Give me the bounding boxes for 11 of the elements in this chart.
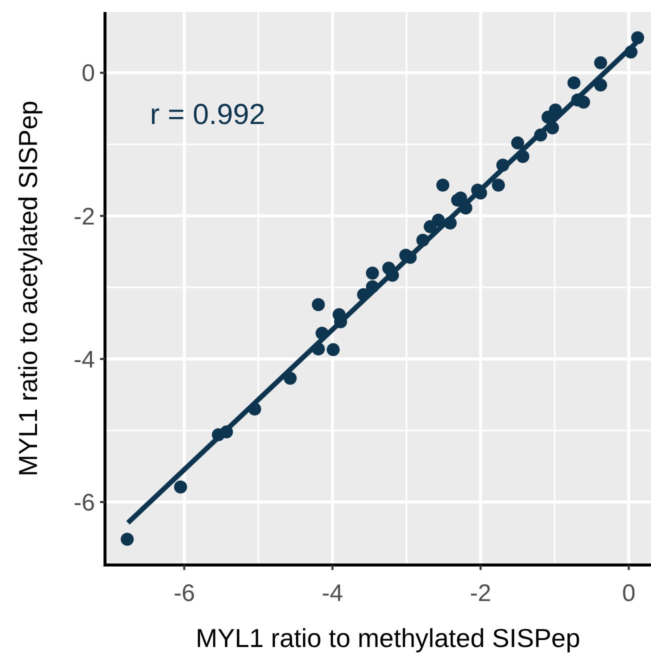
y-tick-label: 0	[82, 60, 95, 88]
x-axis-title: MYL1 ratio to methylated SISPep	[196, 623, 580, 653]
x-tick-label: -6	[174, 580, 195, 607]
x-tick-label: -2	[470, 580, 492, 607]
y-tick-label: -4	[74, 346, 95, 374]
y-tick-label: -2	[74, 203, 95, 230]
x-tick-label: -4	[322, 580, 344, 607]
x-tick-label: 0	[622, 580, 636, 607]
y-tick-label: -6	[74, 489, 95, 516]
annotation: r = 0.992	[150, 99, 266, 131]
y-axis-title: MYL1 ratio to acetylated SISPep	[13, 100, 43, 476]
